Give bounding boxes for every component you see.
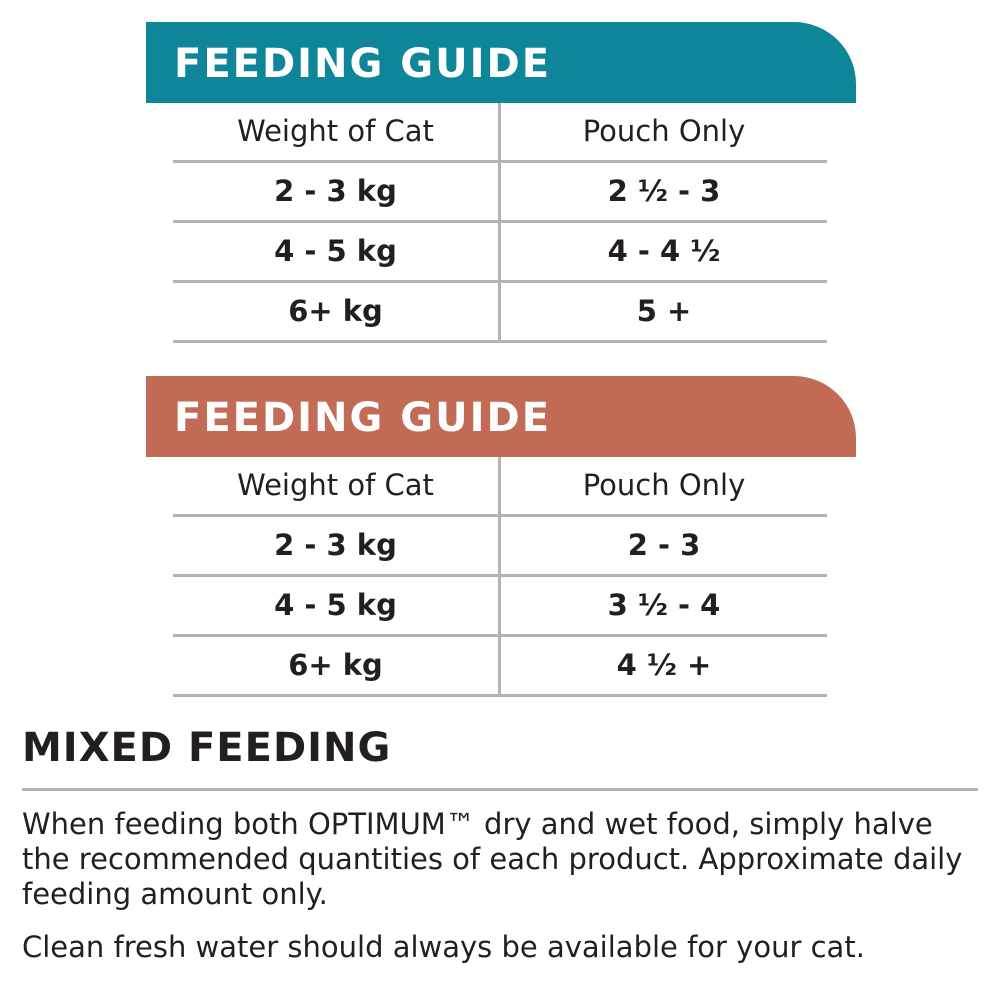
feeding-guide-table: Weight of Cat Pouch Only 2 - 3 kg 2 ½ - … — [173, 103, 827, 343]
feeding-guide-header: FEEDING GUIDE — [146, 22, 856, 103]
weight-cell: 6+ kg — [173, 283, 501, 340]
weight-cell: 4 - 5 kg — [173, 223, 501, 280]
weight-cell: 4 - 5 kg — [173, 577, 501, 634]
mixed-feeding-title: MIXED FEEDING — [22, 725, 392, 771]
table-row: 4 - 5 kg 4 - 4 ½ — [173, 223, 827, 283]
table-row: 4 - 5 kg 3 ½ - 4 — [173, 577, 827, 637]
pouch-cell: 2 ½ - 3 — [607, 174, 721, 208]
pouch-cell: 2 - 3 — [627, 528, 701, 562]
table-header-row: Weight of Cat Pouch Only — [173, 103, 827, 163]
pouch-cell: 5 + — [636, 294, 692, 328]
column-header-weight: Weight of Cat — [173, 103, 501, 160]
table-row: 2 - 3 kg 2 ½ - 3 — [173, 163, 827, 223]
column-header-pouch: Pouch Only — [582, 468, 746, 502]
weight-cell: 2 - 3 kg — [173, 163, 501, 220]
pouch-cell: 4 ½ + — [616, 648, 712, 682]
weight-cell: 6+ kg — [173, 637, 501, 694]
table-row: 6+ kg 5 + — [173, 283, 827, 343]
feeding-guide-header: FEEDING GUIDE — [146, 376, 856, 457]
feeding-guide-terracotta: FEEDING GUIDE Weight of Cat Pouch Only 2… — [146, 376, 856, 697]
table-row: 6+ kg 4 ½ + — [173, 637, 827, 697]
pouch-cell: 3 ½ - 4 — [607, 588, 721, 622]
feeding-guide-teal: FEEDING GUIDE Weight of Cat Pouch Only 2… — [146, 22, 856, 343]
table-header-row: Weight of Cat Pouch Only — [173, 457, 827, 517]
table-row: 2 - 3 kg 2 - 3 — [173, 517, 827, 577]
water-note: Clean fresh water should always be avail… — [22, 930, 865, 964]
column-header-weight: Weight of Cat — [173, 457, 501, 514]
mixed-feeding-section: MIXED FEEDING When feeding both OPTIMUM™… — [22, 722, 978, 965]
column-header-pouch: Pouch Only — [582, 114, 746, 148]
feeding-guide-table: Weight of Cat Pouch Only 2 - 3 kg 2 - 3 … — [173, 457, 827, 697]
section-divider — [22, 788, 978, 791]
pouch-cell: 4 - 4 ½ — [607, 234, 721, 268]
feeding-guide-title: FEEDING GUIDE — [174, 395, 552, 441]
mixed-feeding-instructions: When feeding both OPTIMUM™ dry and wet f… — [22, 807, 963, 911]
weight-cell: 2 - 3 kg — [173, 517, 501, 574]
feeding-guide-title: FEEDING GUIDE — [174, 41, 552, 87]
